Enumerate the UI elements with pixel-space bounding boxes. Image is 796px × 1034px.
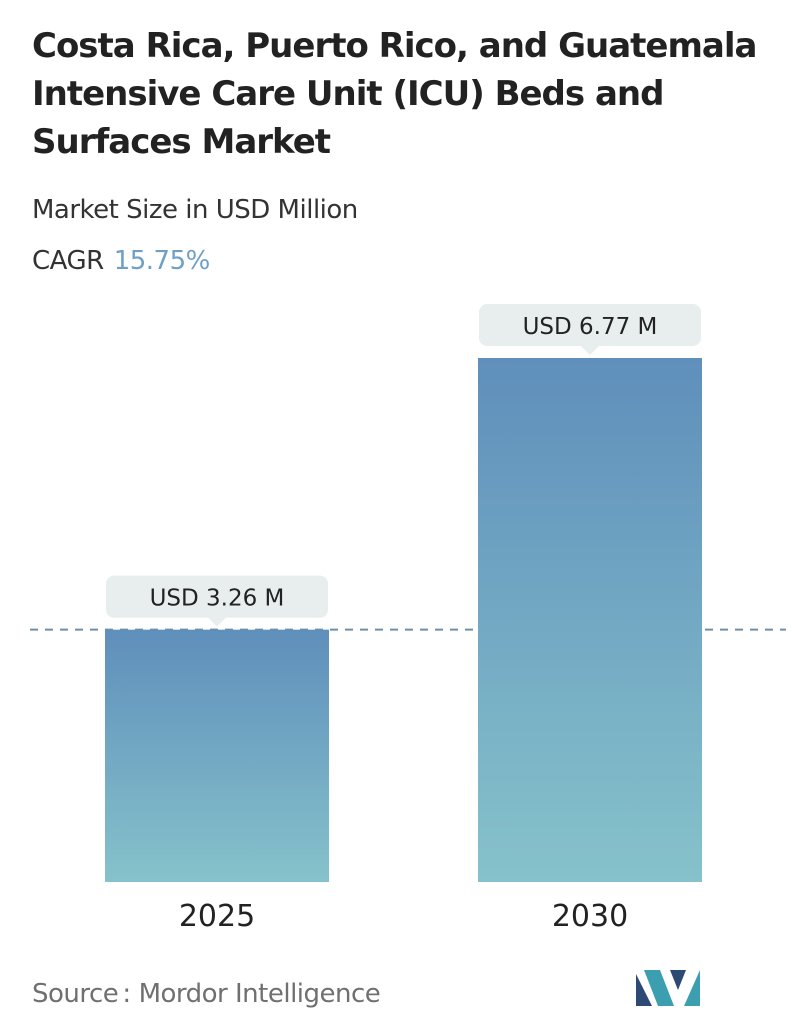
data-label-box-2030: [479, 304, 701, 346]
chart-subtitle: Market Size in USD Million: [32, 195, 358, 225]
x-tick-label-2030: 2030: [552, 899, 628, 934]
bar-2025: [105, 629, 329, 882]
data-label-pointer-2030: [581, 346, 599, 355]
data-label-2030: USD 6.77 M: [523, 314, 658, 340]
x-tick-label-2025: 2025: [179, 899, 255, 934]
cagr-row: CAGR 15.75%: [32, 243, 210, 279]
logo-shape-mid-left: [644, 970, 674, 1006]
bar-2030: [478, 358, 702, 882]
mordor-intelligence-logo-icon: [636, 970, 700, 1006]
data-label-pointer-2025: [208, 617, 226, 627]
source-attribution: Source: Mordor Intelligence: [32, 976, 381, 1012]
logo-shape-right: [684, 970, 700, 1006]
cagr-value: 15.75%: [113, 246, 211, 276]
bar-chart: USD 3.26 M 2025 USD 6.77 M 2030: [30, 304, 786, 934]
data-label-box-2025: [106, 575, 328, 618]
chart-title: Costa Rica, Puerto Rico, and Guatemala I…: [32, 26, 757, 162]
data-label-2025: USD 3.26 M: [150, 586, 285, 612]
logo-shape-left: [636, 974, 652, 1006]
cagr-label: CAGR: [32, 246, 104, 276]
source-value: Mordor Intelligence: [138, 979, 381, 1009]
source-label: Source: [32, 979, 119, 1009]
source-separator: :: [122, 979, 131, 1009]
logo-shape-mid-right: [670, 970, 686, 990]
